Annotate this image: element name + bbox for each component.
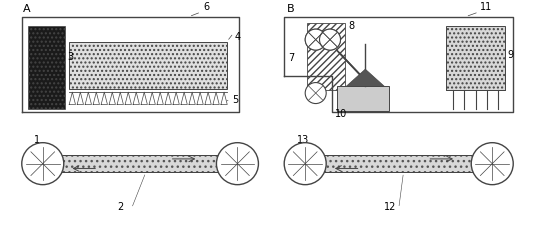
Circle shape (319, 29, 340, 50)
Circle shape (319, 29, 340, 50)
Text: 11: 11 (480, 2, 492, 12)
Bar (337, 86, 389, 111)
Text: 2: 2 (117, 202, 124, 213)
Text: A: A (22, 4, 30, 14)
Polygon shape (346, 69, 385, 86)
Bar (307, 23, 345, 90)
Circle shape (217, 143, 258, 185)
Text: 8: 8 (348, 21, 354, 31)
Bar (70, 41, 227, 89)
Text: 13: 13 (296, 135, 309, 145)
Text: 7: 7 (288, 53, 294, 63)
Circle shape (305, 29, 326, 50)
Circle shape (284, 143, 326, 185)
Bar (446, 26, 505, 90)
Text: 3: 3 (67, 52, 74, 62)
Text: 5: 5 (232, 95, 238, 105)
Circle shape (471, 143, 513, 185)
Bar (305, 155, 492, 172)
Circle shape (22, 143, 64, 185)
Text: 12: 12 (385, 202, 397, 213)
Text: 4: 4 (234, 32, 241, 42)
Circle shape (305, 29, 326, 50)
Circle shape (305, 83, 326, 104)
Text: 10: 10 (335, 109, 347, 119)
Text: B: B (287, 4, 295, 14)
Bar (28, 26, 65, 109)
Text: 1: 1 (34, 135, 40, 145)
Bar (43, 155, 238, 172)
Text: 9: 9 (508, 50, 514, 60)
Text: 6: 6 (203, 2, 209, 12)
